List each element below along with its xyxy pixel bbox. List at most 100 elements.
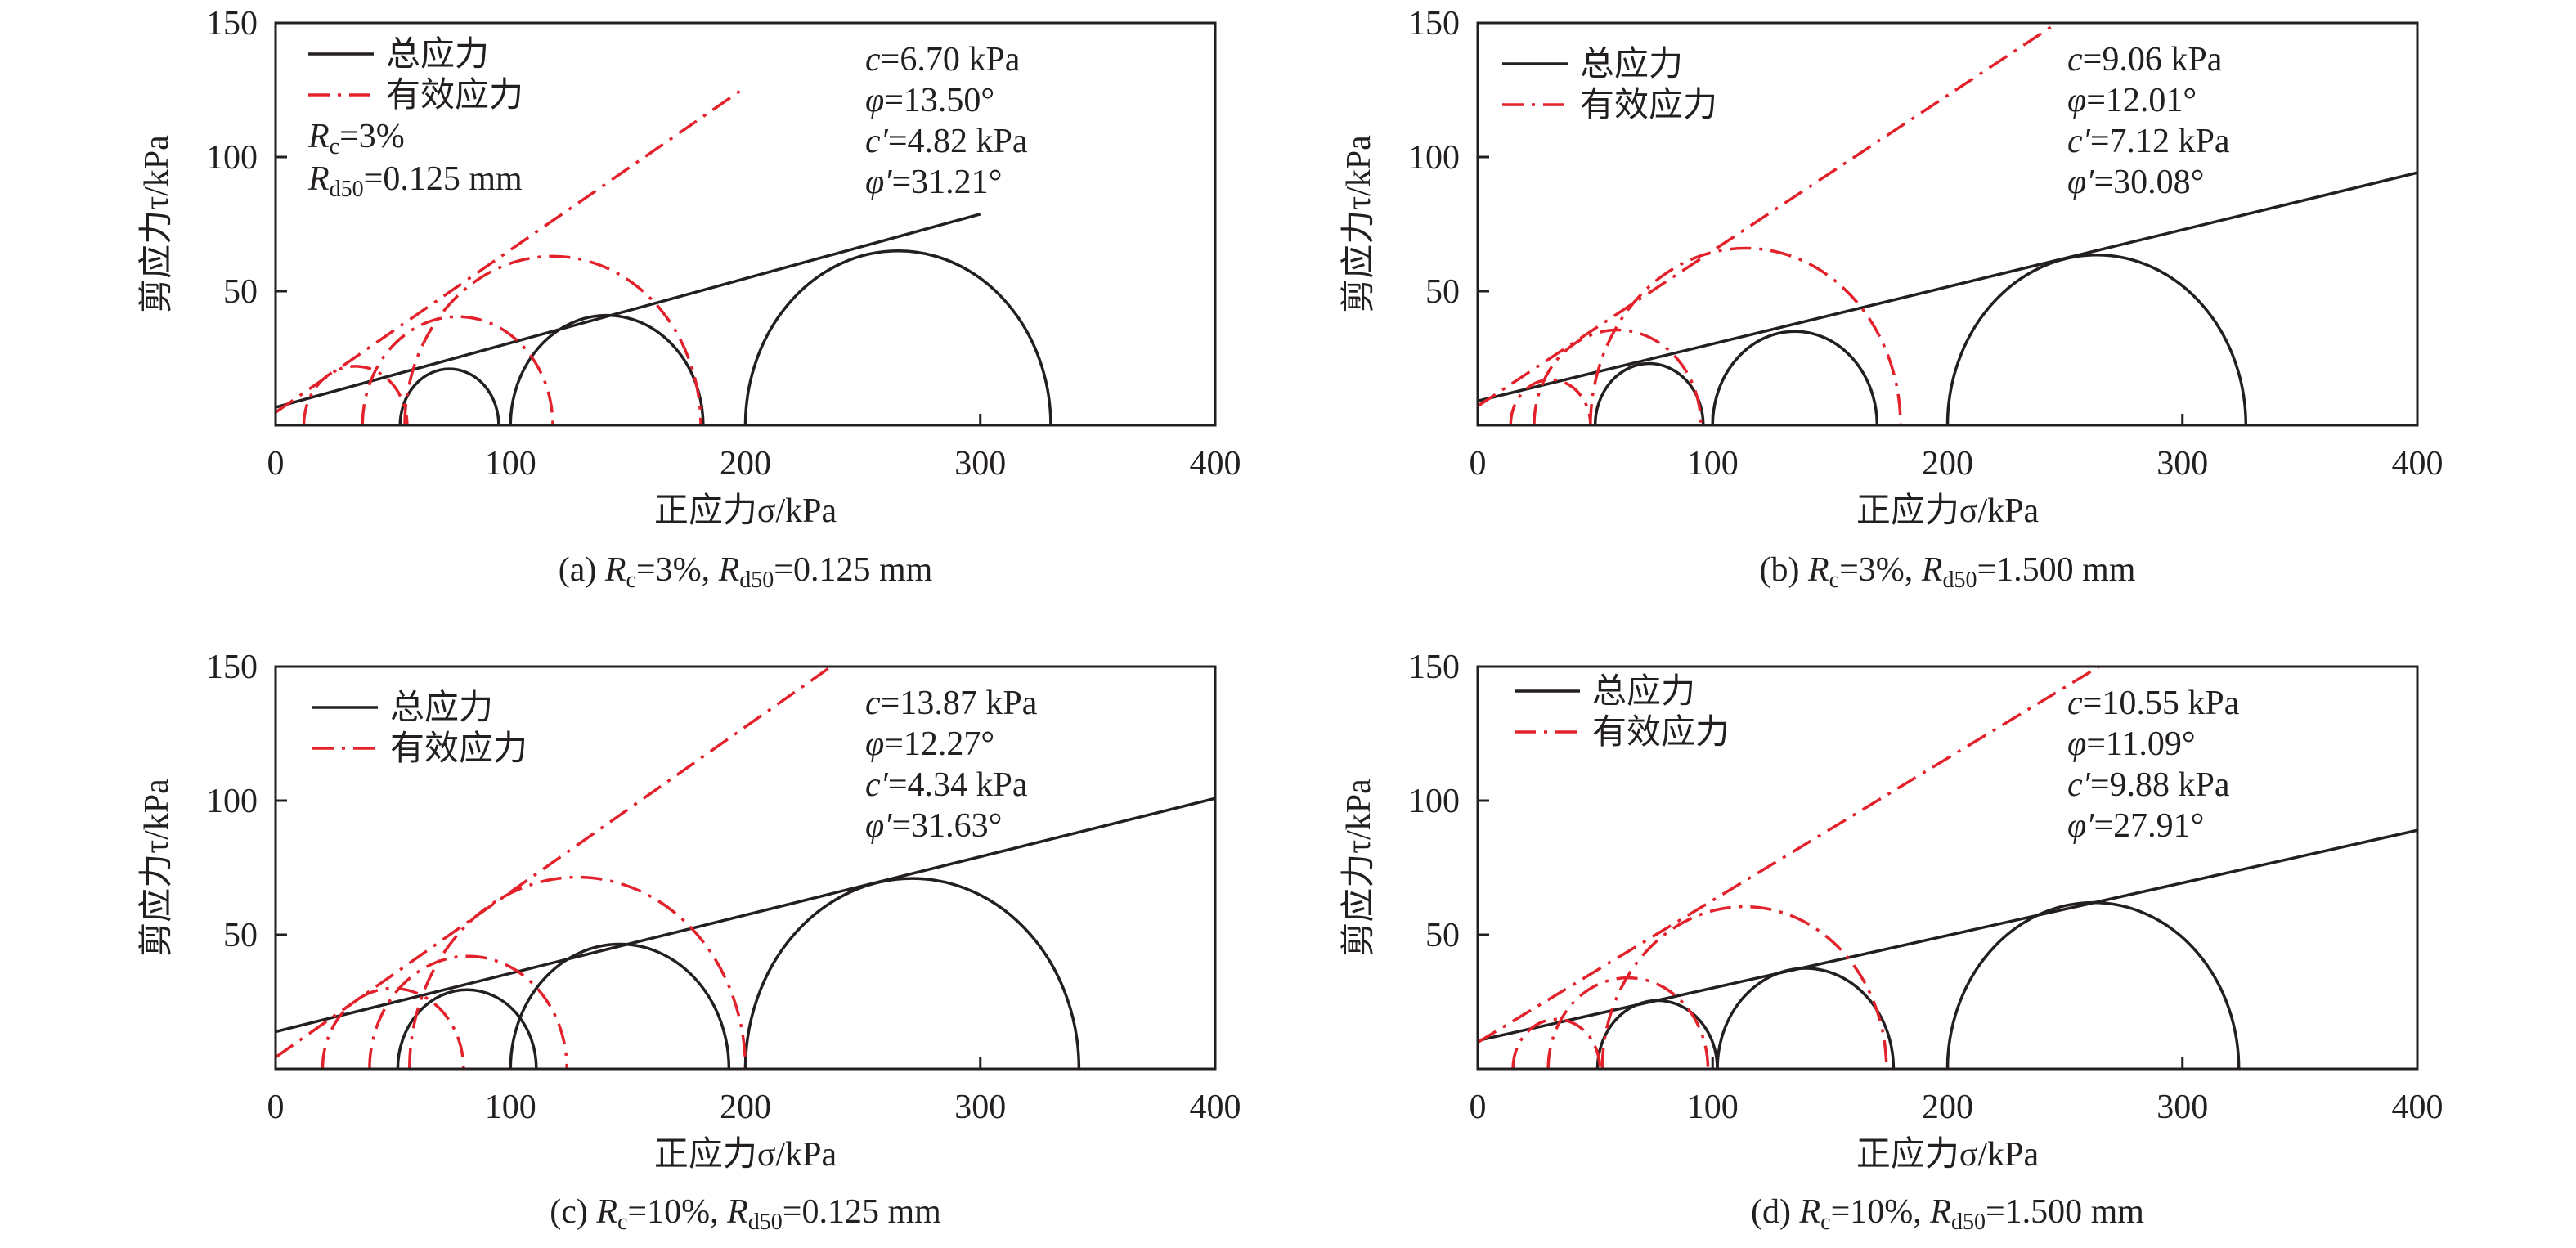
plot-area: [1478, 667, 2417, 1069]
parameter-line: c=9.06 kPa: [2067, 41, 2223, 79]
x-tick-label: 300: [2156, 1089, 2208, 1126]
effective-stress-circle: [1533, 328, 1703, 425]
legend-label-total: 总应力: [1592, 672, 1695, 711]
total-stress-envelope: [276, 797, 1215, 1034]
x-tick-label: 100: [485, 1089, 536, 1126]
y-axis-title: 剪应力τ/kPa: [137, 779, 176, 957]
parameter-line: φ′=30.08°: [2067, 164, 2204, 201]
effective-stress-circle: [321, 986, 465, 1069]
effective-stress-circle: [368, 954, 568, 1069]
parameter-line: φ=12.27°: [865, 725, 994, 763]
total-stress-circle: [509, 313, 705, 425]
chart-panel-d: 0 100 200 300 400 50 100 150 正应力σ/kPa 剪应力τ/kPa 总应力…: [1340, 649, 2444, 1235]
x-tick-label: 100: [1687, 445, 1739, 483]
total-stress-circle: [398, 367, 500, 425]
parameter-line: c=10.55 kPa: [2067, 685, 2240, 722]
total-stress-circle: [396, 988, 538, 1069]
total-stress-circle: [743, 877, 1081, 1069]
x-axis-title: 正应力σ/kPa: [654, 492, 837, 530]
x-axis-title: 正应力σ/kPa: [654, 1135, 837, 1174]
panel-caption: (d) Rc=10%, Rd50=1.500 mm: [1751, 1193, 2144, 1235]
legend-label-total: 总应力: [390, 689, 493, 727]
x-tick-label: 0: [267, 445, 285, 483]
y-axis-title: 剪应力τ/kPa: [137, 135, 176, 313]
x-tick-label: 200: [720, 1089, 771, 1126]
effective-stress-envelope: [1478, 23, 2060, 408]
x-tick-label: 400: [2392, 445, 2444, 483]
x-tick-label: 400: [2392, 1089, 2444, 1126]
x-tick-label: 100: [485, 445, 536, 483]
x-tick-label: 100: [1687, 1089, 1739, 1126]
effective-stress-circle: [1600, 905, 1888, 1069]
y-tick-label: 150: [1408, 5, 1460, 43]
parameter-line: c′=9.88 kPa: [2067, 766, 2230, 804]
y-tick-label: 150: [206, 5, 258, 43]
x-tick-label: 400: [1190, 1089, 1241, 1126]
plot-area: [276, 86, 1052, 425]
x-tick-label: 300: [2156, 445, 2208, 483]
y-tick-label: 100: [206, 783, 258, 820]
effective-stress-circle: [361, 315, 554, 425]
x-tick-label: 200: [1922, 1089, 1973, 1126]
effective-stress-circle: [1511, 1017, 1602, 1069]
x-tick-label: 200: [1922, 445, 1973, 483]
panel-caption: (a) Rc=3%, Rd50=0.125 mm: [559, 551, 933, 593]
x-axis-title: 正应力σ/kPa: [1856, 1135, 2040, 1174]
panel-caption: (b) Rc=3%, Rd50=1.500 mm: [1760, 551, 2136, 593]
x-tick-label: 200: [720, 445, 771, 483]
legend-label-effective: 有效应力: [386, 76, 523, 114]
x-axis-title: 正应力σ/kPa: [1856, 492, 2040, 530]
parameter-line: c′=4.82 kPa: [865, 123, 1028, 160]
effective-stress-envelope: [276, 86, 747, 414]
parameter-line: c=13.87 kPa: [865, 685, 1038, 722]
total-stress-circle: [743, 249, 1052, 425]
total-stress-envelope: [1478, 828, 2417, 1043]
total-stress-circle: [1945, 900, 2241, 1069]
parameter-line: φ=13.50°: [865, 82, 994, 119]
total-stress-circle: [1945, 254, 2248, 425]
parameter-line: φ=11.09°: [2067, 725, 2196, 763]
y-tick-label: 50: [223, 273, 258, 311]
total-stress-circle: [1593, 362, 1705, 425]
x-tick-label: 0: [267, 1089, 285, 1126]
y-tick-label: 100: [1408, 783, 1460, 820]
total-stress-circle: [1711, 330, 1879, 425]
plot-area: [276, 667, 1215, 1069]
note-rc: Rc=3%: [307, 118, 405, 159]
x-tick-label: 300: [954, 445, 1006, 483]
parameter-line: φ′=27.91°: [2067, 807, 2204, 845]
parameter-line: c′=7.12 kPa: [2067, 123, 2230, 160]
y-axis-title: 剪应力τ/kPa: [1340, 779, 1378, 957]
parameter-line: φ′=31.21°: [865, 164, 1002, 201]
legend-label-total: 总应力: [1580, 45, 1683, 83]
y-tick-label: 100: [1408, 139, 1460, 177]
parameter-line: φ′=31.63°: [865, 807, 1002, 845]
legend-label-effective: 有效应力: [390, 729, 527, 768]
effective-stress-circle: [1546, 976, 1710, 1069]
total-stress-circle: [1717, 968, 1893, 1069]
effective-stress-envelope: [276, 667, 834, 1059]
parameter-line: c=6.70 kPa: [865, 41, 1021, 79]
panel-caption: (c) Rc=10%, Rd50=0.125 mm: [550, 1193, 941, 1235]
y-tick-label: 50: [223, 917, 258, 954]
effective-stress-envelope: [1478, 667, 2103, 1044]
y-tick-label: 100: [206, 139, 258, 177]
plot-area: [1478, 23, 2417, 425]
effective-stress-circle: [1589, 246, 1902, 425]
y-tick-label: 50: [1425, 273, 1460, 311]
total-stress-envelope: [276, 213, 981, 409]
parameter-line: c′=4.34 kPa: [865, 766, 1028, 804]
legend-label-total: 总应力: [386, 35, 489, 74]
x-tick-label: 300: [954, 1089, 1006, 1126]
effective-stress-circle: [403, 254, 702, 425]
x-tick-label: 0: [1470, 445, 1487, 483]
